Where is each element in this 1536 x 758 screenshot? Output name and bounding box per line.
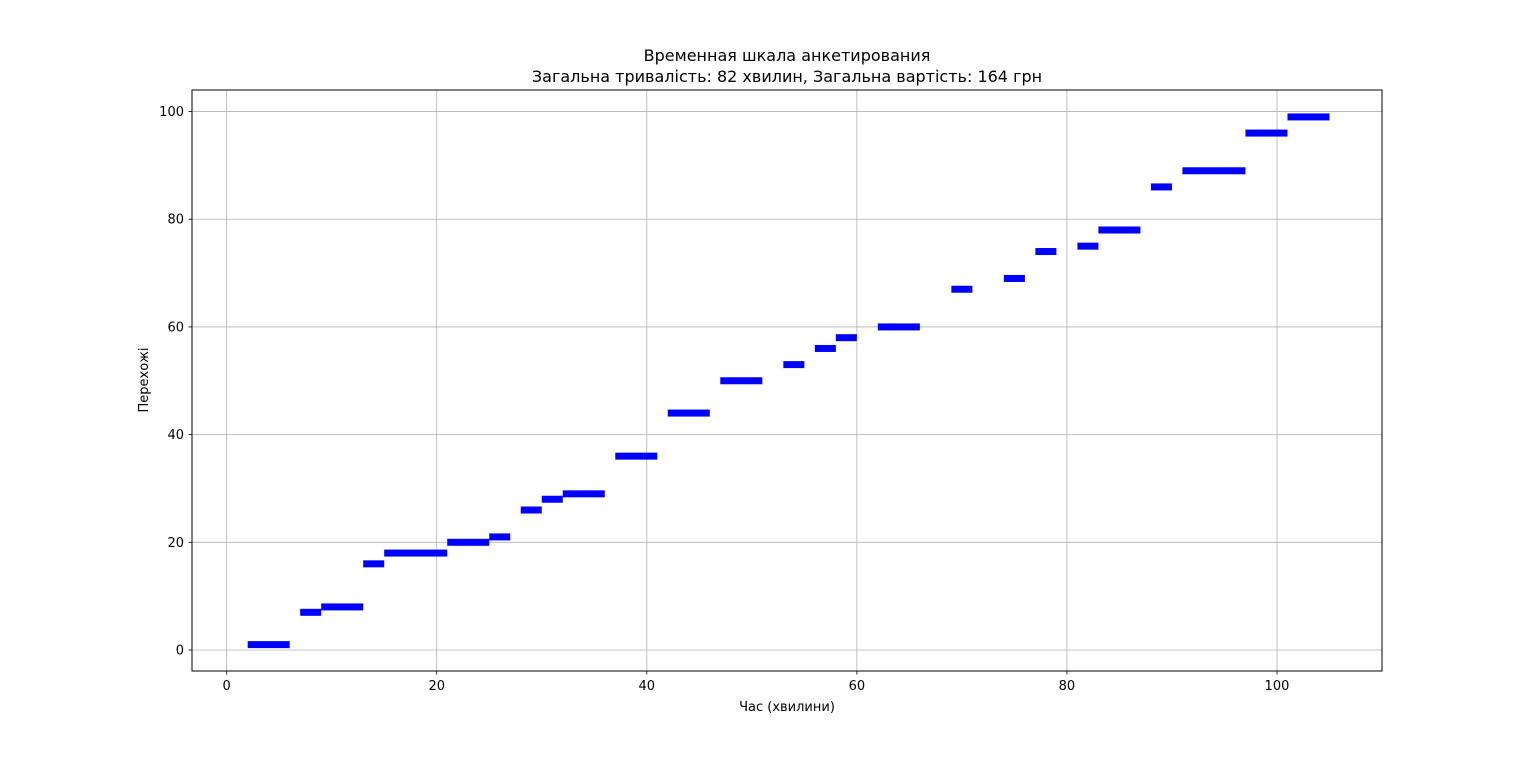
timeline-bar [562,490,605,498]
y-tick-label: 40 [167,428,184,443]
x-tick-label: 100 [1265,679,1290,694]
timeline-bar [247,641,290,649]
timeline-bar [1003,274,1025,282]
y-tick-label: 80 [167,213,184,228]
timeline-bar [321,603,364,611]
plot-frame [191,89,1383,672]
timeline-bar [447,538,490,546]
timeline-bar [1077,242,1099,250]
timeline-bar [783,361,805,369]
timeline-bar [520,506,542,514]
axis-ticks: 0 20 40 60 80 100 0 20 40 60 80 100 [159,105,1289,694]
timeline-bar [489,533,511,541]
x-axis-label: Час (хвилини) [739,700,835,715]
x-tick-label: 40 [639,679,656,694]
timeline-bar [615,452,658,460]
timeline-bar [877,323,920,331]
x-tick-label: 60 [849,679,866,694]
x-tick-label: 80 [1059,679,1076,694]
bars [247,113,1330,649]
x-tick-label: 20 [428,679,445,694]
timeline-bar [667,409,710,417]
timeline-bar [1098,226,1141,234]
timeline-bar [951,285,973,293]
timeline-bar [814,344,836,352]
x-tick-label: 0 [223,679,231,694]
timeline-bar [1287,113,1330,121]
timeline-bar [835,334,857,342]
y-tick-label: 100 [159,105,184,120]
chart-title: Временная шкала анкетирования [644,46,931,65]
y-tick-label: 60 [167,320,184,335]
timeline-bar [541,495,563,503]
timeline-bar [1035,248,1057,256]
chart-subtitle: Загальна тривалість: 82 хвилин, Загальна… [532,67,1042,86]
timeline-bar [1150,183,1172,191]
timeline-bar [300,608,322,616]
timeline-bar [363,560,385,568]
grid-lines [192,90,1382,671]
y-tick-label: 0 [176,644,184,659]
timeline-bar [1182,167,1246,175]
timeline-bar [384,549,448,557]
y-tick-label: 20 [167,536,184,551]
timeline-bar [1245,129,1288,137]
y-axis-label: Перехожі [137,348,152,413]
timeline-bar [720,377,763,385]
